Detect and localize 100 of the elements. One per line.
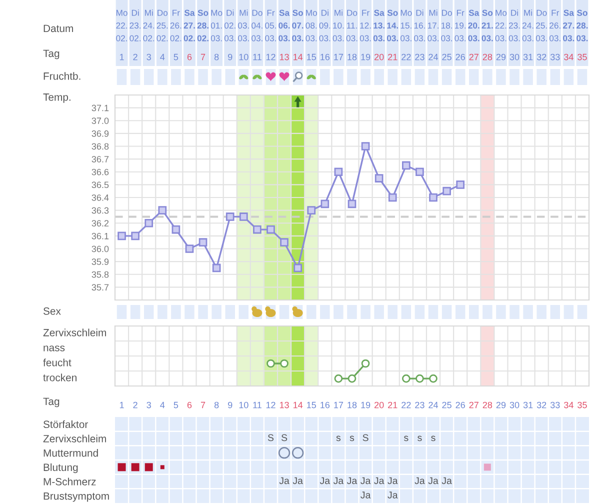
- x2-tick-label: 32: [536, 54, 546, 60]
- x2-tick-label: 28: [482, 54, 492, 60]
- x-tick-label: 29: [496, 402, 506, 408]
- point: [144, 218, 154, 228]
- text: S: [268, 434, 274, 442]
- x2-tick-label: 34: [564, 54, 574, 60]
- x2-tick-label: 15: [307, 54, 316, 60]
- text: s: [336, 436, 341, 442]
- y-tick-label: 35.9: [92, 258, 109, 265]
- text: Ja: [279, 477, 290, 484]
- point: [416, 168, 424, 176]
- y-tick-label: 36.5: [92, 182, 109, 188]
- x2-tick-label: 23: [415, 54, 424, 60]
- x2-tick-label: 25: [442, 54, 452, 60]
- x2-tick-label: 27: [469, 54, 478, 60]
- x-tick-label: 35: [578, 402, 587, 408]
- x2-tick-label: 13: [280, 54, 289, 60]
- point: [429, 193, 438, 202]
- text: s: [418, 436, 422, 442]
- x-tick-label: Fr 05. 03.: [265, 10, 276, 42]
- x-tick-label: So 14. 03.: [386, 10, 398, 42]
- point: [307, 206, 316, 214]
- y-tick-label: 36.0: [92, 246, 109, 252]
- x-tick-label: 21: [388, 402, 398, 408]
- x-tick-label: 4: [160, 402, 165, 408]
- point: [212, 264, 221, 272]
- text: Ja: [333, 477, 344, 484]
- x-tick-label: 34: [564, 402, 574, 408]
- point: [348, 200, 356, 208]
- x-tick-label: Sa 20. 03.: [468, 10, 480, 42]
- x-tick-label: 3: [146, 402, 151, 408]
- x-tick-label: So 28. 03.: [576, 10, 588, 42]
- x-tick-label: Mi 03. 03.: [238, 10, 249, 42]
- text: Ja: [414, 477, 425, 484]
- x-tick-label: Mi 17. 03.: [428, 10, 438, 42]
- x-tick-label: Do 25. 02.: [156, 10, 168, 42]
- point: [334, 168, 343, 176]
- text: Ja: [347, 477, 358, 484]
- x2-tick-label: 1: [120, 54, 124, 60]
- x-tick-label: 16: [320, 402, 330, 408]
- text: s: [404, 436, 408, 442]
- x-tick-label: Do 11. 03.: [346, 10, 358, 42]
- x-tick-label: So 21. 03.: [482, 10, 493, 42]
- text: Ja: [388, 492, 398, 498]
- x-tick-label: Di 23. 03.: [508, 10, 520, 42]
- point: [226, 212, 234, 221]
- x-tick-label: 17: [334, 402, 344, 408]
- x-tick-label: 33: [550, 402, 560, 408]
- x-tick-label: 12: [266, 402, 276, 408]
- x-tick-label: 23: [415, 402, 424, 408]
- x-tick-label: Mo 08. 03.: [306, 10, 317, 42]
- x-tick-label: 32: [536, 402, 546, 408]
- x2-tick-label: 17: [334, 54, 344, 60]
- x2-tick-label: 19: [361, 54, 370, 60]
- point: [374, 174, 384, 182]
- point: [253, 225, 262, 234]
- x-tick-label: Mi 10. 03.: [332, 10, 344, 42]
- x-tick-label: Mo 01. 03.: [210, 10, 222, 42]
- y-tick-label: Zervixschleim: [43, 434, 106, 442]
- x2-tick-label: 29: [496, 54, 506, 60]
- y-tick-label: 35.8: [92, 271, 109, 278]
- text: S: [281, 434, 288, 442]
- y-tick-label: 36.2: [92, 220, 109, 226]
- x2-tick-label: 30: [510, 54, 520, 60]
- x-tick-label: Sa 27. 03.: [563, 10, 574, 42]
- x-tick-label: Di 09. 03.: [319, 10, 330, 42]
- x-axis-title: Datum: [44, 24, 73, 32]
- text: Sex: [43, 307, 61, 315]
- text: Ja: [388, 477, 398, 484]
- x-tick-label: 6: [187, 402, 192, 408]
- x-tick-label: Sa 06. 03.: [278, 10, 290, 42]
- x2-tick-label: 8: [214, 54, 219, 60]
- y-tick-label: 36.8: [92, 143, 109, 150]
- x-tick-label: 11: [253, 402, 262, 408]
- text: Ja: [374, 477, 384, 484]
- x-tick-label: 7: [200, 402, 206, 408]
- x2-tick-label: 3: [146, 54, 151, 60]
- x2-tick-label: 33: [550, 54, 560, 60]
- x2-tick-label: 6: [187, 54, 192, 60]
- text: S: [362, 434, 368, 442]
- x2-tick-label: 7: [200, 54, 206, 60]
- text: trocken: [43, 374, 76, 382]
- x-tick-label: Mo 22. 02.: [116, 10, 128, 42]
- x2-tick-label: 24: [428, 54, 438, 60]
- x-tick-label: 24: [428, 402, 438, 408]
- x2-tick-label: 10: [239, 54, 248, 60]
- text: Fruchtb.: [44, 72, 80, 80]
- x-tick-label: 9: [228, 402, 232, 408]
- point: [239, 212, 248, 221]
- y-tick-label: 35.7: [92, 284, 109, 291]
- y-axis-title: Temp.: [43, 94, 70, 103]
- x-axis-title: Tag: [43, 398, 60, 408]
- point: [118, 232, 126, 240]
- point: [361, 142, 370, 150]
- x-tick-label: 2: [133, 402, 138, 408]
- point: [456, 180, 465, 189]
- y-tick-label: 37.0: [92, 118, 109, 124]
- x-tick-label: 8: [214, 402, 219, 408]
- x2-tick-label: 12: [266, 54, 276, 60]
- x2-axis-title: Tag: [43, 50, 60, 60]
